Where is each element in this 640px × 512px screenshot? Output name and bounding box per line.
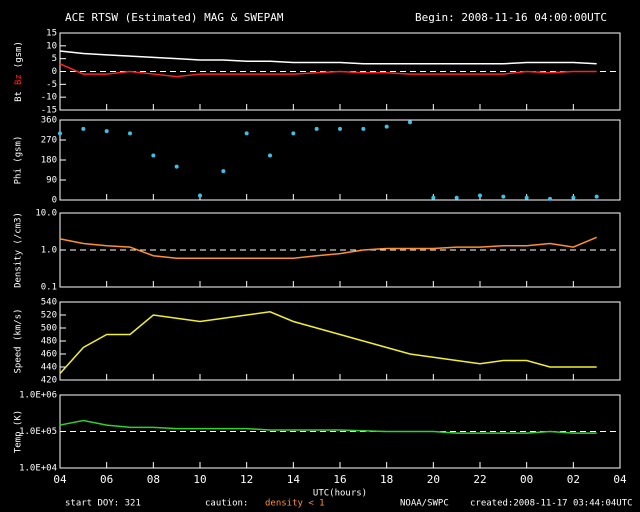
y-tick-label: 1.0E+05 [19,427,57,437]
data-point [81,126,86,131]
y-tick-label: -5 [46,80,57,90]
y-tick-label: 420 [41,376,57,386]
data-line [59,63,597,78]
data-point [408,120,412,125]
chart-title: ACE RTSW (Estimated) MAG & SWEPAM [65,11,284,24]
y-axis-label: Temp (K) [14,410,24,453]
data-point [454,195,459,200]
y-axis-label: Bt Bz (gsm) [14,41,24,102]
y-tick-label: 270 [41,136,57,146]
x-tick-label: 06 [100,473,113,486]
x-tick-label: 14 [287,473,301,486]
data-point [151,153,156,158]
data-point [338,126,342,131]
y-tick-label: 0 [52,196,57,206]
data-point [478,193,482,198]
y-axis-unit: (gsm) [14,41,24,68]
x-tick-label: 16 [333,473,346,486]
data-point [431,195,436,200]
data-point [128,131,132,136]
x-tick-label: 22 [473,473,486,486]
legend-entry: Bt [14,91,24,102]
y-tick-label: 180 [41,156,57,166]
y-tick-label: -15 [41,106,57,116]
data-point [361,126,366,131]
panel-frame [59,119,621,201]
y-axis-label: Speed (km/s) [14,308,24,373]
caution-note: density < 1 [265,499,325,509]
data-point [524,195,529,200]
x-tick-label: 08 [147,473,160,486]
data-point [104,129,109,134]
data-point [198,193,202,198]
y-tick-label: -10 [41,93,57,103]
source: NOAA/SWPC [400,499,449,509]
y-tick-label: 0 [52,67,57,77]
data-line [59,236,597,259]
y-tick-label: 360 [41,116,57,126]
created: created:2008-11-17 03:44:04UTC [470,499,633,509]
x-tick-label: 10 [193,473,206,486]
y-tick-label: 10.0 [35,209,57,219]
y-tick-label: 460 [41,350,57,360]
begin-time: Begin: 2008-11-16 04:00:00UTC [415,11,607,24]
data-point [244,131,249,136]
data-point [501,194,506,199]
x-tick-label: 20 [427,473,440,486]
data-point [268,153,272,158]
data-point [548,196,552,201]
data-point [314,126,319,131]
data-line [59,310,597,375]
x-tick-label: 04 [613,473,627,486]
x-tick-label: 12 [240,473,253,486]
y-tick-label: 1.0E+04 [19,464,57,474]
x-tick-label: 18 [380,473,393,486]
y-tick-label: 500 [41,324,57,334]
data-point [571,195,576,200]
y-tick-label: 540 [41,298,57,308]
data-point [594,194,599,199]
start-doy: start DOY: 321 [65,499,141,509]
y-tick-label: 1.0E+06 [19,391,57,401]
x-tick-label: 00 [520,473,533,486]
data-line [59,50,597,65]
y-tick-label: 480 [41,337,57,347]
y-tick-label: 1.0 [41,246,57,256]
y-tick-label: 520 [41,311,57,321]
data-point [384,124,389,129]
y-tick-label: 440 [41,363,57,373]
x-axis-label: UTC(hours) [313,489,367,499]
data-point [58,131,62,136]
y-tick-label: 10 [46,41,57,51]
panel-frame [59,301,621,381]
data-line [59,419,597,434]
caution: caution: [205,499,248,509]
data-point [291,131,296,136]
y-axis-label: Phi (gsm) [14,136,24,185]
y-tick-label: 90 [46,176,57,186]
x-tick-label: 02 [567,473,580,486]
y-tick-label: 15 [46,29,57,39]
y-axis-label: Density (/cm3) [14,212,24,288]
y-tick-label: 5 [52,54,57,64]
data-point [221,169,226,174]
data-point [174,164,179,169]
legend-entry: Bz [14,74,24,85]
y-tick-label: 0.1 [41,283,57,293]
x-tick-label: 04 [53,473,67,486]
